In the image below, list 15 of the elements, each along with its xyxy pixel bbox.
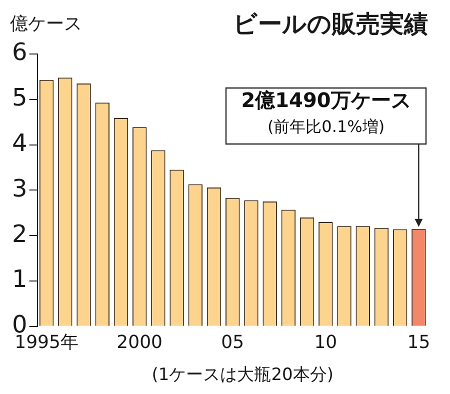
y-tick-label: 3 [12, 174, 28, 202]
y-tick-label: 1 [12, 265, 28, 294]
x-tick-label: 10 [314, 332, 338, 353]
y-axis-title: 億ケース [10, 14, 82, 35]
annotation: (前年比0.1%増) [267, 117, 385, 136]
x-tick-label: 05 [221, 332, 244, 353]
y-tick-label: 2 [12, 220, 28, 248]
chart-title: ビールの販売実績 [233, 10, 428, 38]
y-tick-label: 6 [12, 38, 28, 66]
y-tick-label: 4 [12, 129, 28, 158]
x-tick-label: 2000 [116, 332, 162, 353]
text: (1ケースは大瓶20本分) [152, 364, 334, 385]
x-tick-label: 15 [407, 332, 430, 353]
annotation: 2億1490万ケース [241, 88, 411, 112]
y-tick-label: 5 [12, 84, 28, 112]
